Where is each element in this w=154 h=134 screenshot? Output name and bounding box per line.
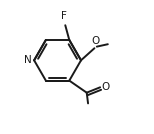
Text: N: N xyxy=(24,55,32,65)
Text: O: O xyxy=(91,36,99,46)
Text: O: O xyxy=(101,82,110,92)
Text: F: F xyxy=(61,11,67,21)
